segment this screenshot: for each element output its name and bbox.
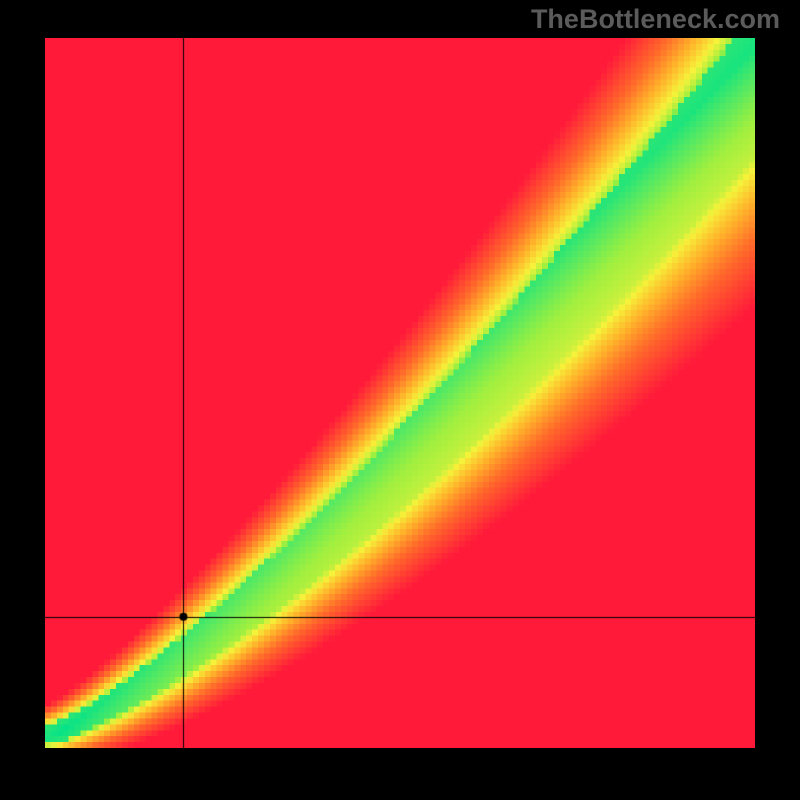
bottleneck-heatmap [45, 38, 755, 748]
source-watermark: TheBottleneck.com [531, 4, 780, 35]
chart-container: TheBottleneck.com [0, 0, 800, 800]
